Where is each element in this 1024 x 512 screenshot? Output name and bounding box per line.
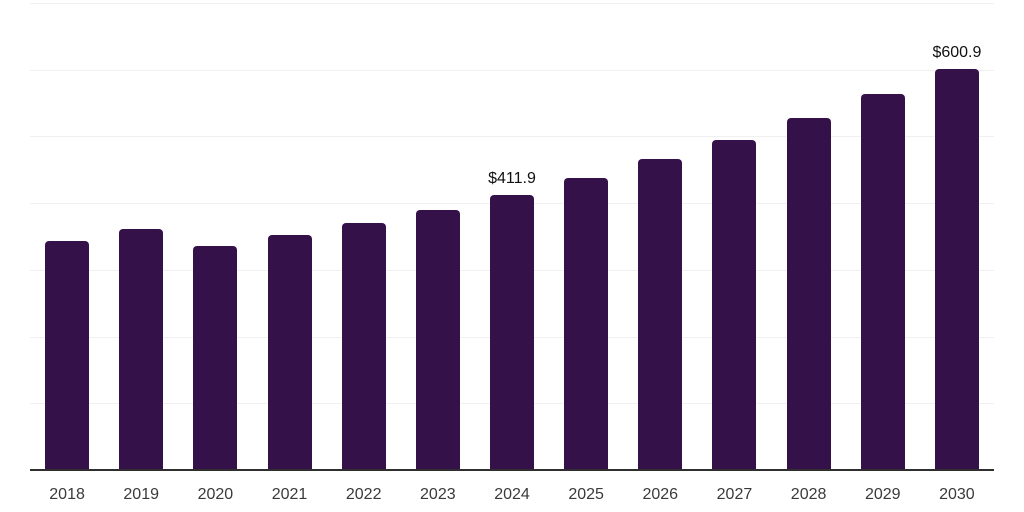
x-tick-label-2018: 2018: [49, 486, 85, 503]
bar-2028: [786, 117, 831, 470]
x-tick-label-2019: 2019: [123, 486, 159, 503]
x-tick-label-2028: 2028: [790, 486, 827, 503]
bar-slot-2019: 2019: [104, 3, 178, 503]
bar-slot-2024: $411.9 2024: [475, 3, 549, 503]
value-label-2030: $600.9: [932, 44, 982, 62]
x-tick-label-2021: 2021: [271, 486, 308, 503]
bar-2029: [860, 93, 905, 470]
value-label-2024: $411.9: [488, 170, 536, 188]
bar-2024: [489, 195, 534, 470]
bar-slot-2018: 2018: [30, 3, 104, 503]
bar-2021: [267, 235, 312, 470]
bar-2018: [45, 241, 90, 470]
bar-slot-2025: 2025: [549, 3, 623, 503]
bar-slot-2029: 2029: [846, 3, 920, 503]
gridline-700: [30, 3, 994, 4]
bar-slot-2022: 2022: [327, 3, 401, 503]
bar-slot-2027: 2027: [697, 3, 771, 503]
plot-area: 2018 2019 2020 2021 2022 2023 $411.9 2024 2025 20…: [30, 3, 994, 503]
x-tick-label-2023: 2023: [420, 486, 456, 503]
x-tick-label-2025: 2025: [568, 486, 604, 503]
bar-2020: [193, 245, 238, 470]
bar-2025: [564, 177, 609, 470]
x-tick-label-2026: 2026: [642, 486, 679, 503]
bar-slot-2020: 2020: [178, 3, 252, 503]
bar-slot-2023: 2023: [401, 3, 475, 503]
x-tick-label-2027: 2027: [716, 486, 753, 503]
x-tick-label-2030: 2030: [939, 486, 975, 503]
bar-2023: [415, 209, 460, 470]
bar-slot-2030: $600.9 2030: [920, 3, 994, 503]
bar-2027: [712, 139, 757, 470]
bar-slot-2028: 2028: [772, 3, 846, 503]
x-axis-line: [30, 469, 994, 471]
bar-2019: [119, 228, 164, 470]
gridline-500: [30, 136, 994, 138]
x-tick-label-2022: 2022: [345, 486, 382, 503]
gridline-600: [30, 69, 994, 71]
x-tick-label-2020: 2020: [197, 486, 234, 503]
x-tick-label-2029: 2029: [864, 486, 901, 503]
bar-slot-2021: 2021: [252, 3, 326, 503]
bar-2022: [341, 223, 386, 470]
bar-2030: [934, 69, 979, 470]
x-tick-label-2024: 2024: [494, 486, 530, 503]
bar-2026: [638, 159, 683, 470]
bar-slot-2026: 2026: [623, 3, 697, 503]
